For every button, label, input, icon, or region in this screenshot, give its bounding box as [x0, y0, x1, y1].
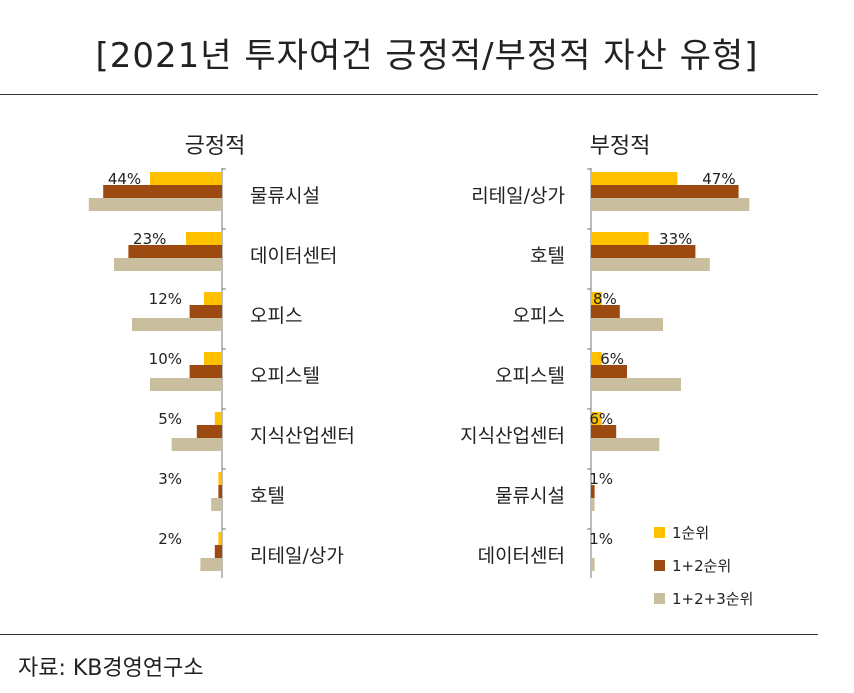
- legend-label-rank123: 1+2+3순위: [672, 590, 753, 608]
- right-chart-title: 부정적: [590, 134, 651, 159]
- data-label: 6%: [589, 410, 613, 428]
- top-divider: [0, 94, 818, 95]
- bar-rank1: [591, 232, 649, 245]
- bar-rank12: [214, 545, 222, 558]
- bar-rank12: [591, 425, 617, 438]
- data-label: 3%: [158, 470, 182, 488]
- bar-rank123: [591, 558, 595, 571]
- data-label: 33%: [659, 230, 692, 248]
- bar-rank12: [189, 305, 222, 318]
- bottom-divider: [0, 634, 818, 635]
- category-label: 호텔: [530, 245, 565, 267]
- bar-rank1: [218, 472, 222, 485]
- bar-rank123: [88, 198, 222, 211]
- category-label: 물류시설: [250, 185, 320, 207]
- category-label: 리테일/상가: [250, 545, 344, 567]
- bar-rank1: [591, 172, 678, 185]
- bar-rank1: [218, 532, 222, 545]
- bar-rank12: [196, 425, 222, 438]
- bar-rank12: [128, 245, 222, 258]
- source-note: 자료: KB경영연구소: [18, 656, 204, 681]
- data-label: 6%: [600, 350, 624, 368]
- bar-rank123: [200, 558, 222, 571]
- bar-rank12: [591, 245, 696, 258]
- bar-rank123: [132, 318, 222, 331]
- bar-rank1: [591, 292, 602, 305]
- bar-rank12: [591, 305, 620, 318]
- bar-rank1: [186, 232, 222, 245]
- category-label: 오피스텔: [495, 365, 565, 387]
- bar-rank1: [214, 412, 222, 425]
- bar-rank12: [218, 485, 222, 498]
- category-label: 호텔: [250, 485, 285, 507]
- data-label: 1%: [589, 470, 613, 488]
- data-label: 23%: [133, 230, 166, 248]
- category-label: 오피스: [513, 305, 565, 327]
- bar-rank123: [150, 378, 222, 391]
- data-label: 12%: [149, 290, 182, 308]
- bar-rank123: [591, 438, 660, 451]
- legend-swatch-rank123: [654, 593, 665, 604]
- bar-rank12: [591, 365, 627, 378]
- bar-rank123: [591, 258, 710, 271]
- category-label: 지식산업센터: [460, 425, 565, 447]
- legend-label-rank12: 1+2순위: [672, 557, 731, 575]
- legend: 1순위 1+2순위 1+2+3순위: [654, 524, 753, 608]
- chart-title: [2021년 투자여건 긍정적/부정적 자산 유형]: [95, 36, 759, 76]
- right-chart: 47% 리테일/상가 33% 호텔 8% 오피스 6% 오피스텔 6% 지식산업센터 1% 물류시설 1…: [460, 168, 750, 578]
- bar-rank12: [591, 485, 595, 498]
- left-chart-title: 긍정적: [185, 134, 246, 159]
- bar-rank1: [591, 352, 602, 365]
- category-label: 리테일/상가: [471, 185, 565, 207]
- bar-rank123: [591, 498, 595, 511]
- bar-rank123: [591, 198, 750, 211]
- category-label: 데이터센터: [478, 545, 565, 567]
- bar-rank123: [114, 258, 222, 271]
- data-label: 8%: [593, 290, 617, 308]
- bar-rank12: [189, 365, 222, 378]
- left-chart: 44% 물류시설 23% 데이터센터 12% 오피스 10% 오피스텔 5% 지식산업센터 3% 호텔…: [88, 168, 355, 578]
- bar-rank123: [591, 318, 663, 331]
- category-label: 오피스텔: [250, 365, 320, 387]
- category-label: 데이터센터: [250, 245, 337, 267]
- bar-rank1: [591, 412, 602, 425]
- category-label: 물류시설: [495, 485, 565, 507]
- bar-rank1: [150, 172, 222, 185]
- data-label: 44%: [108, 170, 141, 188]
- category-label: 오피스: [250, 305, 302, 327]
- bar-rank1: [204, 352, 222, 365]
- bar-rank123: [211, 498, 222, 511]
- bar-rank12: [591, 185, 739, 198]
- data-label: 47%: [702, 170, 735, 188]
- data-label: 5%: [158, 410, 182, 428]
- bar-rank1: [204, 292, 222, 305]
- legend-swatch-rank12: [654, 560, 665, 571]
- legend-swatch-rank1: [654, 527, 665, 538]
- bar-rank123: [171, 438, 222, 451]
- bar-rank123: [591, 378, 681, 391]
- category-label: 지식산업센터: [250, 425, 355, 447]
- data-label: 10%: [149, 350, 182, 368]
- data-label: 1%: [589, 530, 613, 548]
- legend-label-rank1: 1순위: [672, 524, 709, 542]
- bar-rank12: [103, 185, 222, 198]
- data-label: 2%: [158, 530, 182, 548]
